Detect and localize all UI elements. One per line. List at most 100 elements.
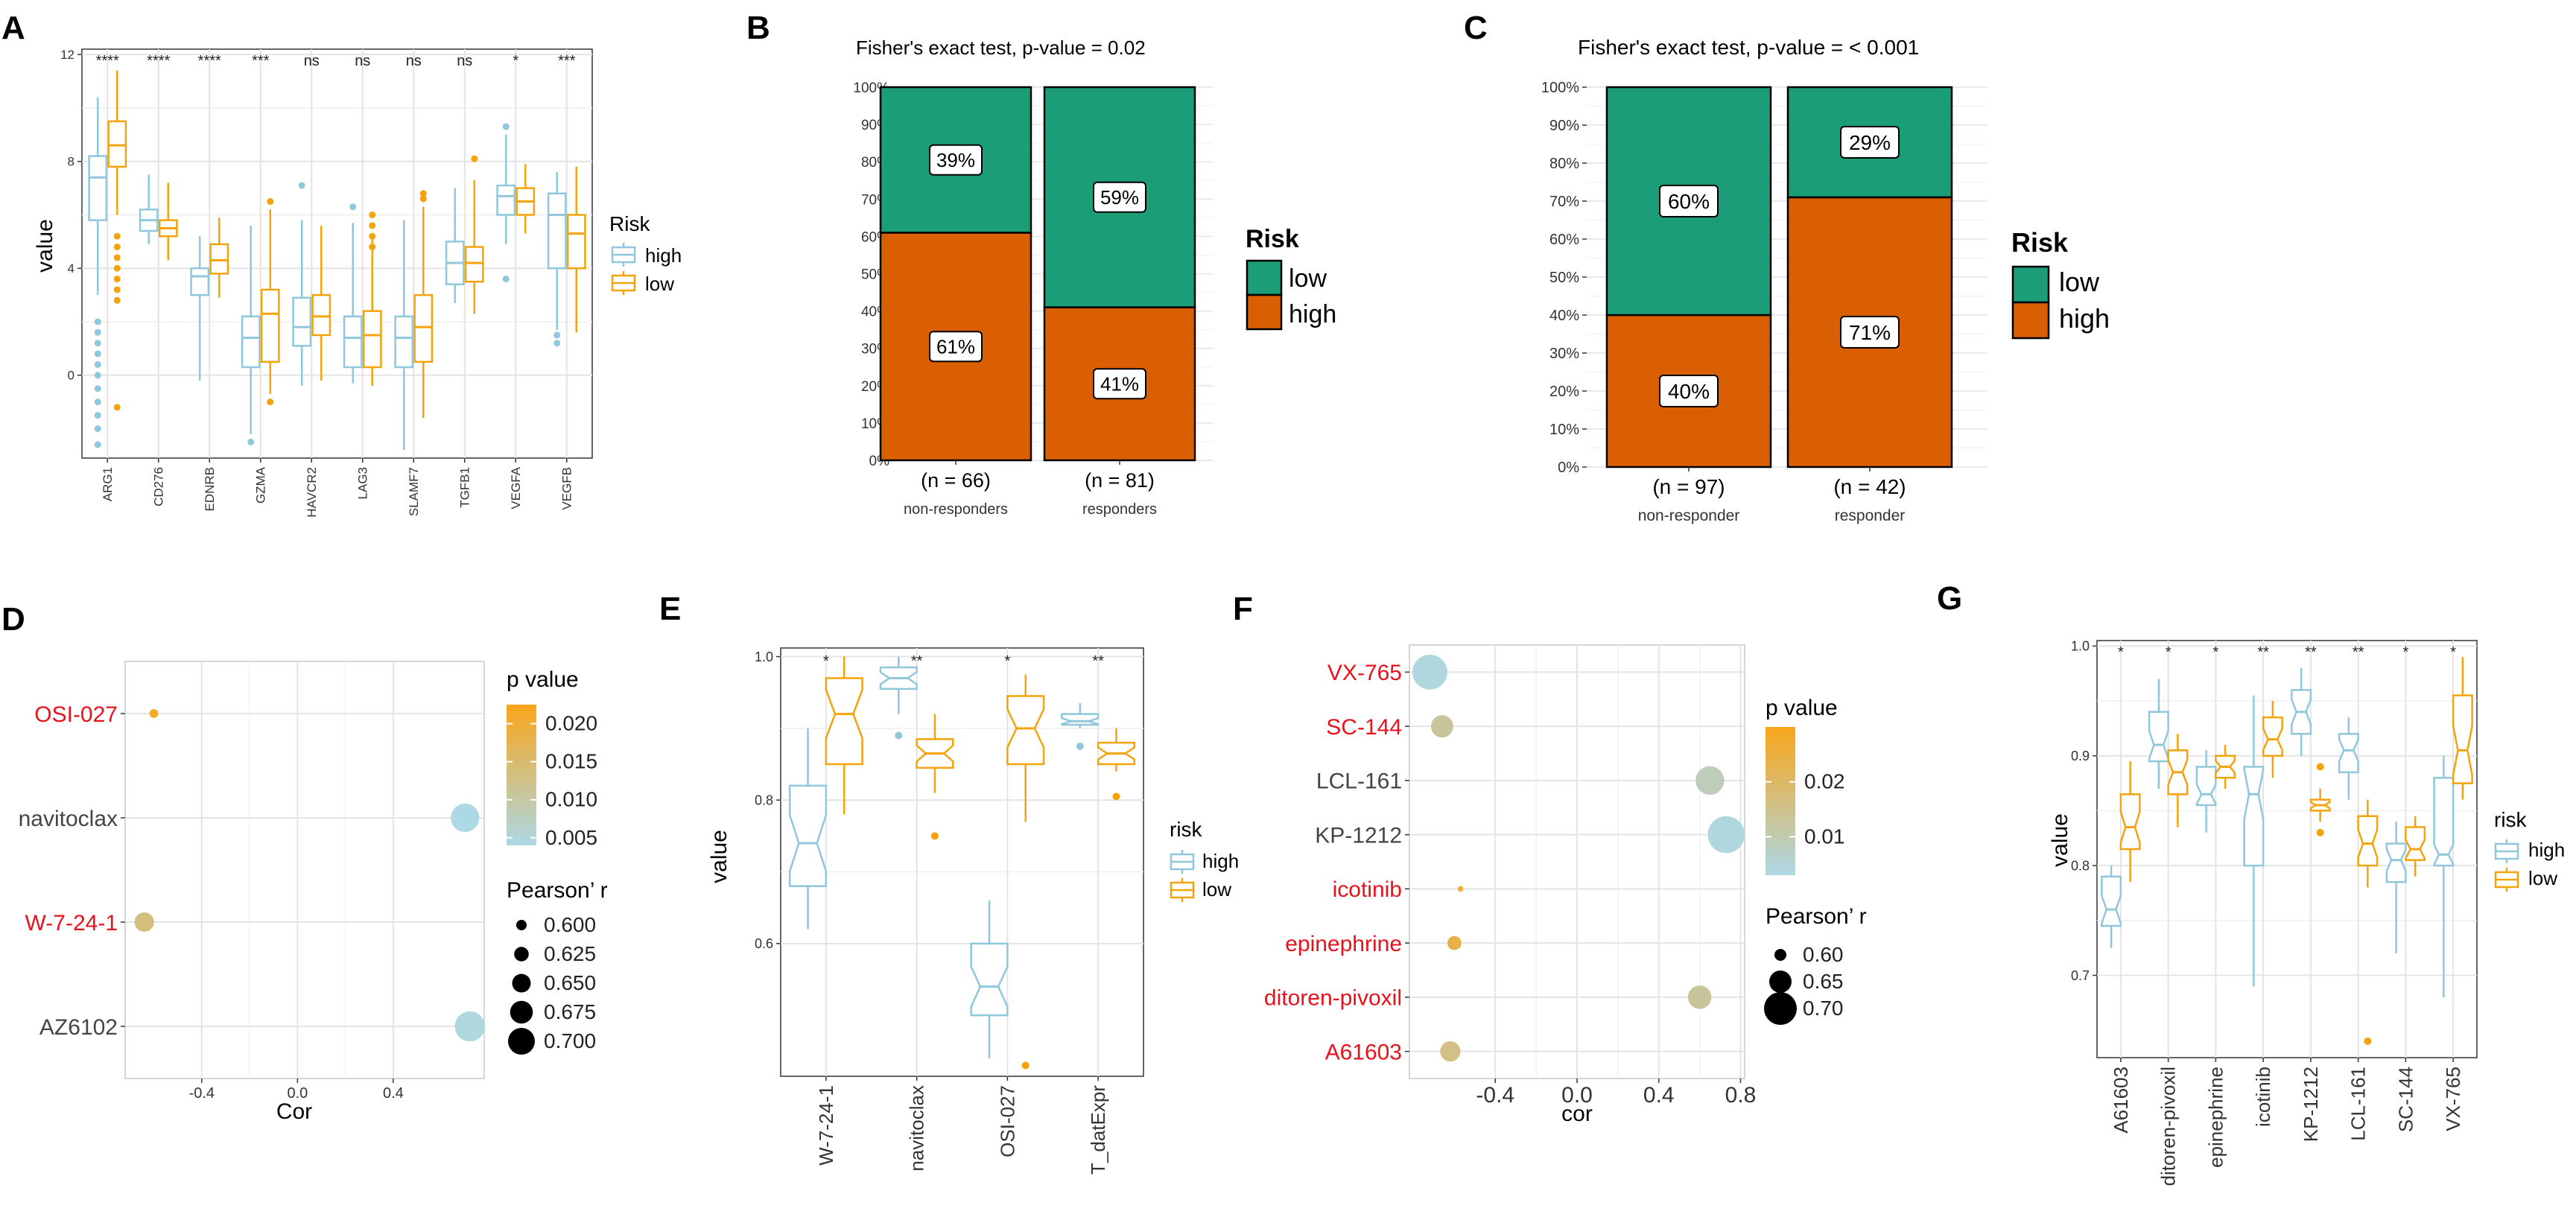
signif-label: ns xyxy=(457,53,472,69)
signif-label: ns xyxy=(304,53,320,69)
box-body xyxy=(1006,695,1045,766)
x-tick-label: W-7-24-1 xyxy=(815,1085,837,1166)
drug-label: epinephrine xyxy=(1285,932,1402,956)
signif-label: ** xyxy=(1092,653,1104,670)
bar-percent-label: 39% xyxy=(936,149,975,171)
bar-percent-box xyxy=(1659,185,1719,217)
size-legend-dot xyxy=(514,947,529,962)
drug-label: icotinib xyxy=(1333,877,1402,902)
bar-percent-box xyxy=(1093,368,1146,400)
cor-point xyxy=(1695,766,1725,795)
box-outlier xyxy=(369,244,376,251)
panel-a-legend-low: low xyxy=(645,273,674,295)
cor-point xyxy=(149,709,159,718)
box-body xyxy=(547,192,567,270)
colorbar-tick-label: 0.01 xyxy=(1804,825,1845,848)
bar-percent-box xyxy=(1659,375,1719,407)
y-tick-label: 0.7 xyxy=(2071,968,2090,983)
panel-letter-d: D xyxy=(1,601,25,638)
drug-label: navitoclax xyxy=(19,807,118,831)
box-outlier xyxy=(1112,792,1120,801)
bar-category-label: responders xyxy=(1082,501,1157,518)
box-body xyxy=(566,214,586,270)
bar-category-label: responder xyxy=(1835,507,1906,524)
box-body xyxy=(190,267,210,296)
box-outlier xyxy=(2316,763,2324,771)
size-legend-label: 0.625 xyxy=(544,942,596,965)
signif-label: ** xyxy=(911,653,923,670)
panel-letter-c: C xyxy=(1464,10,1488,46)
box-outlier xyxy=(94,350,101,358)
box-outlier xyxy=(94,412,101,419)
signif-label: * xyxy=(823,653,829,670)
cor-point xyxy=(1412,654,1447,690)
box-outlier xyxy=(94,425,101,433)
panel-b-marks: 0%10%20%30%40%50%60%70%80%90%100%61%39%(… xyxy=(853,80,1283,518)
colorbar-tick-label: 0.015 xyxy=(545,750,597,773)
box-body xyxy=(394,315,414,369)
box-outlier xyxy=(502,276,510,283)
y-tick-label: 1.0 xyxy=(2071,639,2090,654)
box-body xyxy=(2452,694,2473,784)
drug-label: A61603 xyxy=(1325,1040,1402,1064)
box-outlier xyxy=(553,331,561,339)
drug-label: LCL-161 xyxy=(1316,769,1402,794)
box-body xyxy=(260,288,280,363)
box-outlier xyxy=(247,438,255,445)
box-outlier xyxy=(349,203,357,211)
x-tick-label: 0.4 xyxy=(1643,1083,1675,1108)
panel-d: -0.4 0.0 0.4 OSI-027 navitoclax W-7-24-1 AZ610… xyxy=(19,661,608,1124)
x-tick-label: -0.4 xyxy=(189,1085,215,1102)
panel-letter-f: F xyxy=(1233,591,1253,627)
box-body xyxy=(88,155,108,221)
box-outlier xyxy=(113,232,121,240)
colorbar-tick-label: 0.020 xyxy=(545,712,597,735)
x-tick-label: HAVCR2 xyxy=(305,467,319,518)
panel-f-legend-r-title: Pearson’ r xyxy=(1766,904,1867,929)
size-legend-label: 0.70 xyxy=(1803,997,1844,1020)
drug-label: OSI-027 xyxy=(34,702,118,727)
panel-e: 0.60.81.0 * ** * **W-7-24-1 navitoclax OSI-027… xyxy=(707,647,1239,1175)
box-body xyxy=(2195,766,2217,807)
cor-point xyxy=(1447,935,1462,950)
signif-label: ns xyxy=(355,53,370,69)
legend-swatch-high xyxy=(1246,293,1283,331)
panel-c-marks: 0% 10% 20% 30% 40% 50% 60% 70% 80% 90% 100% 40% 60% (… xyxy=(1541,80,2050,524)
x-tick-label: ditoren-pivoxil xyxy=(2157,1067,2180,1186)
box-body xyxy=(496,184,516,216)
y-tick-label: 0.6 xyxy=(755,936,773,951)
box-outlier xyxy=(502,123,510,130)
drug-label: SC-144 xyxy=(1326,715,1402,740)
panel-letter-g: G xyxy=(1937,580,1962,617)
drug-label: AZ6102 xyxy=(39,1015,118,1040)
x-tick-label: A61603 xyxy=(2110,1067,2132,1134)
box-outlier xyxy=(1076,742,1084,750)
size-legend-label: 0.600 xyxy=(544,913,596,936)
bar-category-label: non-responder xyxy=(1638,507,1740,524)
x-tick-label: SC-144 xyxy=(2394,1067,2417,1132)
signif-label: *** xyxy=(558,53,576,69)
y-tick-label: 0% xyxy=(1558,460,1579,476)
panel-g: 0.70.80.91.0 * * * ** ** ** * *A61603 ditoren-piv… xyxy=(2048,639,2565,1187)
cor-point xyxy=(1440,1041,1461,1062)
p-value-colorbar xyxy=(507,705,536,845)
y-tick-label: 4 xyxy=(68,261,74,276)
y-tick-label: 12 xyxy=(60,48,74,62)
y-tick-label: 40% xyxy=(1549,308,1579,324)
cor-point xyxy=(451,803,480,833)
panel-d-legend-r-title: Pearson’ r xyxy=(507,878,608,903)
box-body xyxy=(2243,766,2265,867)
box-outlier xyxy=(369,232,376,240)
y-tick-label: 90% xyxy=(1549,118,1579,134)
bar-percent-box xyxy=(929,331,983,363)
panel-c-title: Fisher's exact test, p-value = < 0.001 xyxy=(1578,36,1919,59)
panel-e-legend-high: high xyxy=(1202,850,1239,872)
signif-label: * xyxy=(2450,644,2456,661)
x-tick-label: 0.8 xyxy=(1725,1083,1757,1108)
legend-swatch-high xyxy=(2011,301,2050,340)
panel-c-legend-title: Risk xyxy=(2011,227,2069,258)
panel-b-legend-high: high xyxy=(1289,300,1336,328)
panel-g-legend-high: high xyxy=(2528,839,2565,861)
signif-label: **** xyxy=(147,53,170,69)
